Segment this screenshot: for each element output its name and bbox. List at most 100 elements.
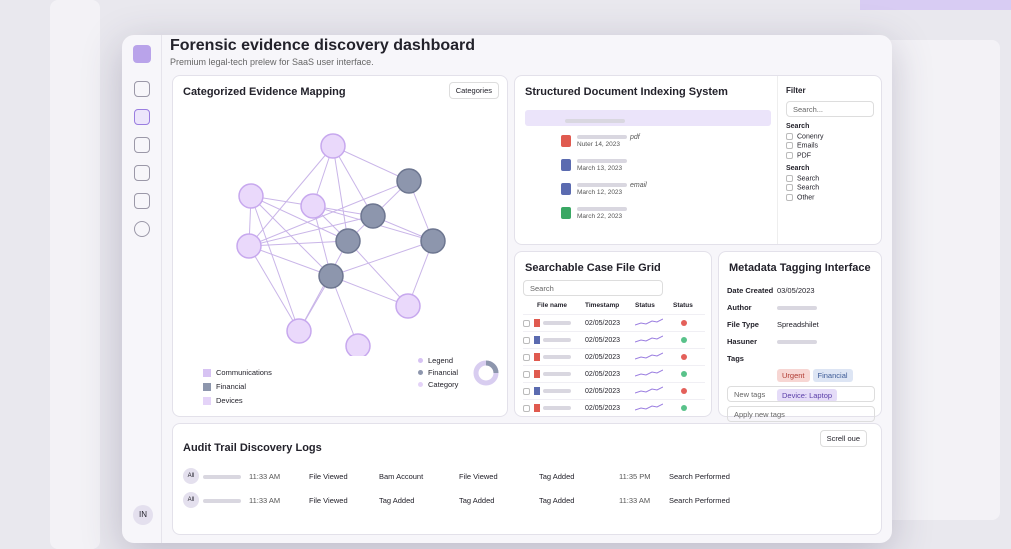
tag-input[interactable]: Apply new tags	[727, 406, 875, 422]
audit-event: File Viewed	[459, 472, 498, 481]
file-name	[577, 206, 630, 213]
file-icon	[534, 370, 540, 378]
file-name: email	[577, 182, 647, 189]
tag[interactable]: Financial	[812, 369, 853, 382]
option-label: Conenry	[797, 133, 824, 141]
sparkline-svg	[634, 369, 664, 377]
nav-icon[interactable]	[133, 165, 150, 181]
group-title[interactable]: Search	[786, 165, 810, 173]
grid-row: 02/05/2023	[523, 314, 705, 331]
field-label: Date Created	[727, 286, 774, 295]
sidebar: IN	[122, 35, 162, 543]
audit-time: 11:33 AM	[249, 472, 281, 481]
file-date: March 13, 2023	[577, 165, 623, 172]
checkbox[interactable]	[786, 133, 793, 140]
name-bar	[577, 135, 627, 139]
file-icon	[534, 387, 540, 395]
name-bar	[543, 372, 571, 376]
field-label: Hasuner	[727, 337, 758, 346]
checkbox[interactable]	[786, 184, 793, 192]
audit-event: Tag Added	[379, 496, 415, 505]
nav-icon[interactable]	[133, 221, 150, 237]
audit-time: 11:35 PM	[619, 472, 651, 481]
audit-badge[interactable]: All	[183, 492, 199, 508]
grid-search[interactable]: Search	[523, 280, 663, 296]
checkbox[interactable]	[523, 353, 530, 361]
audit-event: Search Performed	[669, 496, 730, 505]
audit-panel: Audit Trail Discovery Logs Screll oue Al…	[172, 423, 882, 535]
file-icon	[561, 207, 571, 219]
filter-option[interactable]: Search	[786, 175, 874, 182]
checkbox[interactable]	[786, 142, 793, 150]
checkbox[interactable]	[523, 336, 530, 344]
audit-row: All 11:33 AM File Viewed Tag Added Tag Added…	[183, 492, 863, 516]
case-grid-panel: Searchable Case File Grid Search File na…	[514, 251, 712, 417]
status-dot	[681, 388, 687, 394]
checkbox[interactable]	[523, 387, 530, 395]
user-avatar[interactable]: IN	[133, 505, 153, 525]
file-cell	[523, 387, 585, 395]
group-title[interactable]: Search	[786, 123, 810, 130]
option-label: Other	[797, 194, 815, 202]
file-text: pdf Nuter 14, 2023	[577, 134, 640, 148]
name-bar	[577, 207, 627, 211]
tag-input[interactable]: New tags	[727, 386, 875, 402]
audit-badge[interactable]: All	[183, 468, 199, 484]
filter-option[interactable]: Other	[786, 193, 874, 202]
checkbox[interactable]	[523, 319, 530, 327]
filter-option[interactable]: Search	[786, 184, 874, 192]
grid-row: 02/05/2023	[523, 348, 705, 365]
donut	[473, 360, 499, 386]
grid-row: 02/05/2023	[523, 399, 705, 416]
nav-icon[interactable]	[133, 81, 150, 97]
legend-label: Category	[428, 380, 459, 389]
checkbox[interactable]	[786, 175, 793, 183]
checkbox[interactable]	[523, 370, 530, 378]
timestamp: 02/05/2023	[585, 370, 621, 378]
page-title: Forensic evidence discovery dashboard	[170, 37, 476, 54]
legend-item: Financial	[418, 368, 458, 377]
filter-search[interactable]: Search...	[786, 101, 874, 117]
legend-dot	[418, 370, 423, 375]
logo[interactable]	[132, 45, 151, 63]
audit-row: All 11:33 AM File Viewed Bam Account File Vi…	[183, 468, 863, 492]
file-name: pdf	[577, 134, 640, 141]
sparkline-svg	[634, 403, 664, 411]
legend-dot	[418, 382, 423, 387]
nav-icon[interactable]	[133, 193, 150, 209]
filter-option[interactable]: PDF	[786, 151, 874, 159]
sparkline	[634, 334, 673, 346]
tag[interactable]: Device: Laptop	[777, 389, 838, 402]
column-header: Timestamp	[585, 302, 620, 309]
sparkline-svg	[634, 386, 664, 394]
checkbox[interactable]	[786, 193, 793, 201]
file-tree: pdf Nuter 14, 2023 March 13, 2023 email Marc…	[561, 132, 647, 228]
filter-option[interactable]: Emails	[786, 142, 874, 150]
filter-option[interactable]: Conenry	[786, 133, 874, 140]
audit-event: Tag Added	[459, 496, 495, 505]
audit-time: 11:33 AM	[619, 496, 651, 505]
legend-item: Legend	[418, 356, 458, 365]
categories-button[interactable]: Categories	[448, 82, 499, 99]
column-header: File name	[537, 302, 567, 309]
scroll-button[interactable]: Screll oue	[819, 430, 867, 447]
checkbox[interactable]	[786, 151, 793, 159]
field-label: File Type	[727, 320, 759, 329]
grid-row: 02/05/2023	[523, 331, 705, 348]
name-bar	[203, 499, 241, 503]
value-bar	[777, 305, 817, 310]
nav-icon[interactable]	[133, 109, 150, 125]
status-dot	[681, 405, 687, 411]
legend-item: Category	[418, 380, 458, 389]
name-bar	[543, 321, 571, 325]
file-item: email March 12, 2023	[561, 180, 647, 198]
checkbox[interactable]	[523, 404, 530, 412]
name-bar	[203, 475, 241, 479]
option-label: Search	[797, 184, 820, 192]
field-value: 03/05/2023	[777, 286, 815, 295]
column-header: Status	[673, 302, 693, 309]
tag[interactable]: Urgent	[777, 369, 810, 382]
nav-icon[interactable]	[133, 137, 150, 153]
selected-folder[interactable]	[525, 110, 771, 126]
tag-inputs: New tags Apply new tags	[727, 382, 875, 422]
